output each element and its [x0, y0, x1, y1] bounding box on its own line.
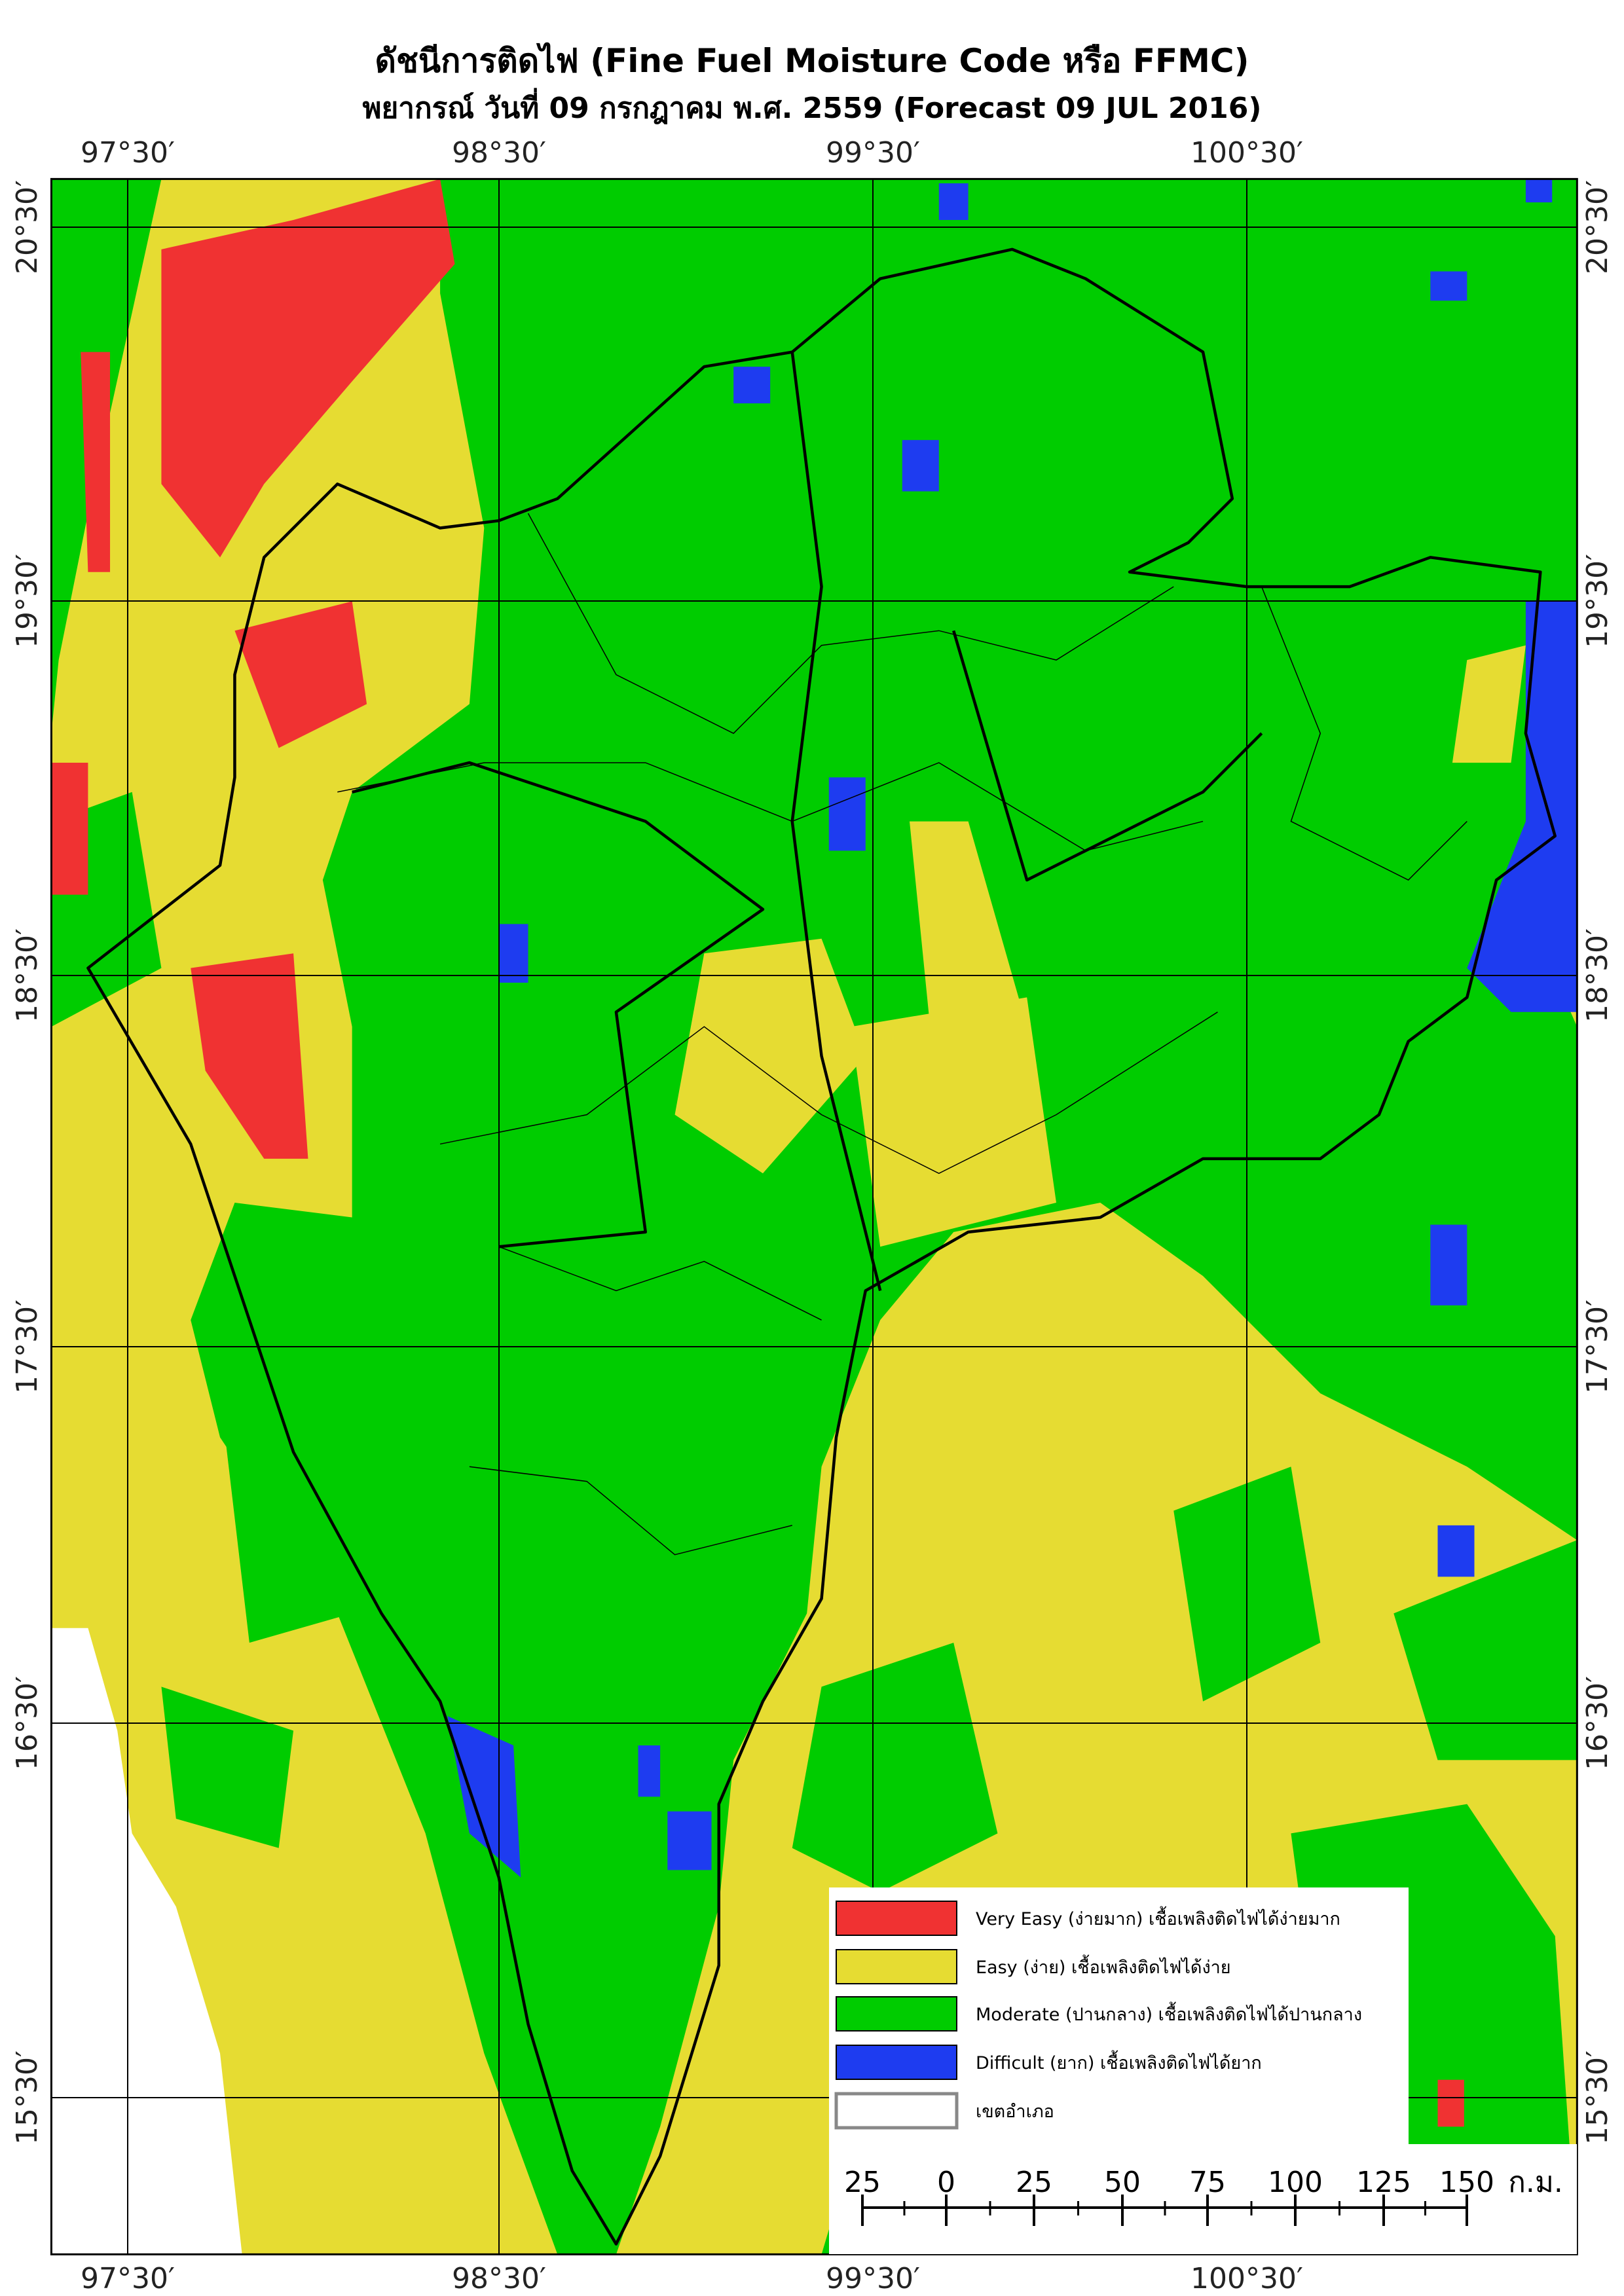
- latitude-label: 19°30′: [1581, 554, 1614, 648]
- scale-label: 50: [1104, 2166, 1141, 2199]
- district-line: [528, 513, 1174, 733]
- longitude-label: 99°30′: [826, 136, 920, 170]
- legend-label: เขตอำเภอ: [976, 2102, 1054, 2122]
- title: ดัชนีการติดไฟ (Fine Fuel Moisture Code ห…: [375, 42, 1249, 80]
- scale-label: 100: [1268, 2166, 1323, 2199]
- scale-label: 25: [1016, 2166, 1052, 2199]
- longitude-label: 97°30′: [81, 2262, 175, 2295]
- province-border: [953, 630, 1261, 880]
- latitude-label: 20°30′: [10, 180, 44, 274]
- latitude-label: 15°30′: [10, 2050, 44, 2145]
- latitude-label: 20°30′: [1581, 180, 1614, 274]
- legend: Very Easy (ง่ายมาก) เชื้อเพลิงติดไฟได้ง่…: [829, 1887, 1409, 2144]
- district-line: [499, 1247, 822, 1320]
- legend-swatch: [836, 2045, 957, 2080]
- latitude-label: 17°30′: [1581, 1300, 1614, 1394]
- legend-label: Moderate (ปานกลาง) เชื้อเพลิงติดไฟได้ปาน…: [976, 2001, 1362, 2025]
- longitude-label: 100°30′: [1190, 136, 1303, 170]
- province-border: [792, 352, 880, 1291]
- longitude-label: 98°30′: [452, 2262, 546, 2295]
- legend-label: Easy (ง่าย) เชื้อเพลิงติดไฟได้ง่าย: [976, 1954, 1231, 1978]
- province-border: [352, 763, 763, 1247]
- latitude-label: 15°30′: [1581, 2050, 1614, 2145]
- legend-swatch: [836, 1996, 957, 2032]
- district-line: [1262, 587, 1467, 880]
- scale-box: [829, 2144, 1577, 2254]
- district-line: [440, 1012, 1217, 1173]
- latitude-label: 18°30′: [1581, 928, 1614, 1023]
- longitude-label: 100°30′: [1190, 2262, 1303, 2295]
- longitude-label: 99°30′: [826, 2262, 920, 2295]
- scale-label: 150: [1439, 2166, 1494, 2199]
- legend-swatch: [834, 2092, 959, 2130]
- district-line: [470, 1467, 792, 1554]
- very-easy-areas: [51, 179, 1464, 2153]
- legend-label: Difficult (ยาก) เชื้อเพลิงติดไฟได้ยาก: [976, 2050, 1262, 2073]
- scale-label: 75: [1189, 2166, 1226, 2199]
- map-frame: [51, 179, 1577, 2254]
- scale-label: 125: [1356, 2166, 1411, 2199]
- longitude-label: 98°30′: [452, 136, 546, 170]
- legend-label: Very Easy (ง่ายมาก) เชื้อเพลิงติดไฟได้ง่…: [976, 1906, 1340, 1929]
- latitude-label: 16°30′: [1581, 1676, 1614, 1770]
- legend-swatch: [836, 1949, 957, 1984]
- scale-unit: ก.ม.: [1508, 2166, 1563, 2199]
- scale-label: 25: [844, 2166, 881, 2199]
- coordinate-labels: 97°30′ 97°30′ 98°30′ 98°30′ 99°30′ 99°30′ 100°…: [10, 136, 1614, 2295]
- graticule: [51, 179, 1577, 2254]
- latitude-label: 17°30′: [10, 1300, 44, 1394]
- subtitle: พยากรณ์ วันที่ 09 กรกฎาคม พ.ศ. 2559 (For…: [363, 88, 1262, 125]
- easy-patches: [337, 528, 1526, 1247]
- longitude-label: 97°30′: [81, 136, 175, 170]
- latitude-label: 18°30′: [10, 928, 44, 1023]
- legend-swatch: [836, 1901, 957, 1936]
- province-border: [88, 249, 1555, 2244]
- scale-bar: ก.ม. 25 0 25 50 75 100 125 150: [829, 2144, 1577, 2254]
- latitude-label: 19°30′: [10, 554, 44, 648]
- scale-label: 0: [937, 2166, 955, 2199]
- latitude-label: 16°30′: [10, 1676, 44, 1770]
